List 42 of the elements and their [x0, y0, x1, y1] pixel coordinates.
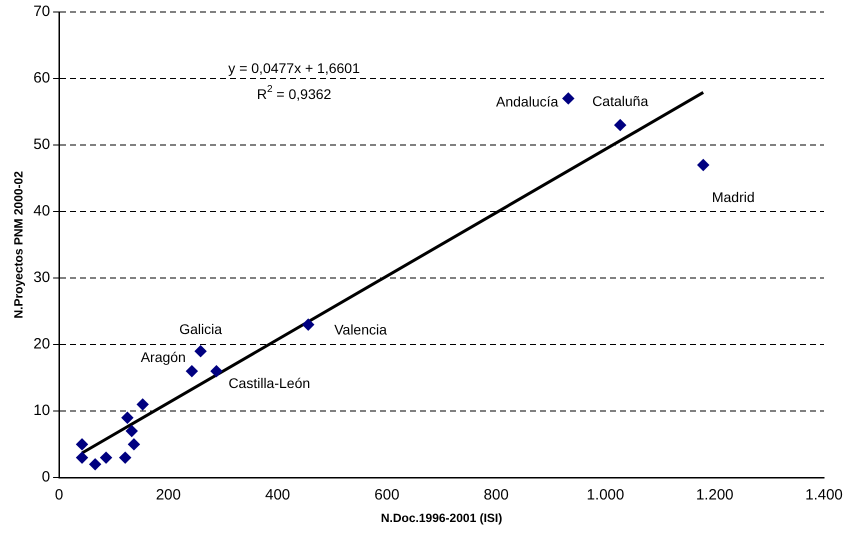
annotation: Castilla-León: [228, 375, 310, 392]
point: [89, 458, 102, 470]
annotation: Valencia: [334, 321, 388, 338]
point: [100, 452, 112, 464]
annotation: y = 0,0477x + 1,6601: [228, 60, 360, 76]
y-tick-label: 50: [33, 136, 50, 154]
annotation: Aragón: [140, 349, 186, 366]
point: [302, 318, 314, 331]
x-tick-label: 0: [54, 486, 64, 504]
x-tick-label: 1.400: [805, 486, 843, 504]
x-tick-label: 400: [265, 486, 290, 504]
point: [126, 425, 138, 438]
x-tick-label: 1.000: [586, 486, 624, 504]
point: [128, 438, 140, 450]
y-tick-label: 70: [33, 3, 50, 20]
y-tick-label: 10: [33, 402, 50, 420]
point: [210, 365, 222, 378]
x-tick-label: 800: [484, 486, 509, 504]
point: [136, 398, 149, 410]
point: [697, 158, 710, 171]
y-tick-label: 0: [42, 468, 50, 486]
annotation: Madrid: [712, 188, 755, 205]
annotation: Galicia: [179, 321, 222, 338]
point: [121, 412, 134, 424]
x-tick-label: 200: [156, 486, 181, 504]
point: [614, 119, 626, 132]
y-tick-label: 60: [33, 70, 50, 87]
y-axis-title: N.Proyectos PNM 2000-02: [12, 170, 26, 319]
annotation: Cataluña: [592, 92, 648, 109]
point: [186, 365, 198, 378]
point: [119, 452, 132, 464]
annotation: Andalucía: [496, 93, 558, 110]
y-tick-label: 20: [33, 336, 50, 353]
x-axis-title: N.Doc.1996-2001 (ISI): [380, 511, 502, 526]
y-tick-label: 40: [33, 202, 50, 220]
y-tick-label: 30: [33, 269, 50, 286]
x-tick-label: 600: [374, 486, 400, 504]
point: [76, 452, 88, 464]
point: [76, 438, 88, 450]
point: [194, 345, 207, 358]
point: [562, 92, 574, 104]
x-tick-label: 1.200: [696, 486, 734, 504]
